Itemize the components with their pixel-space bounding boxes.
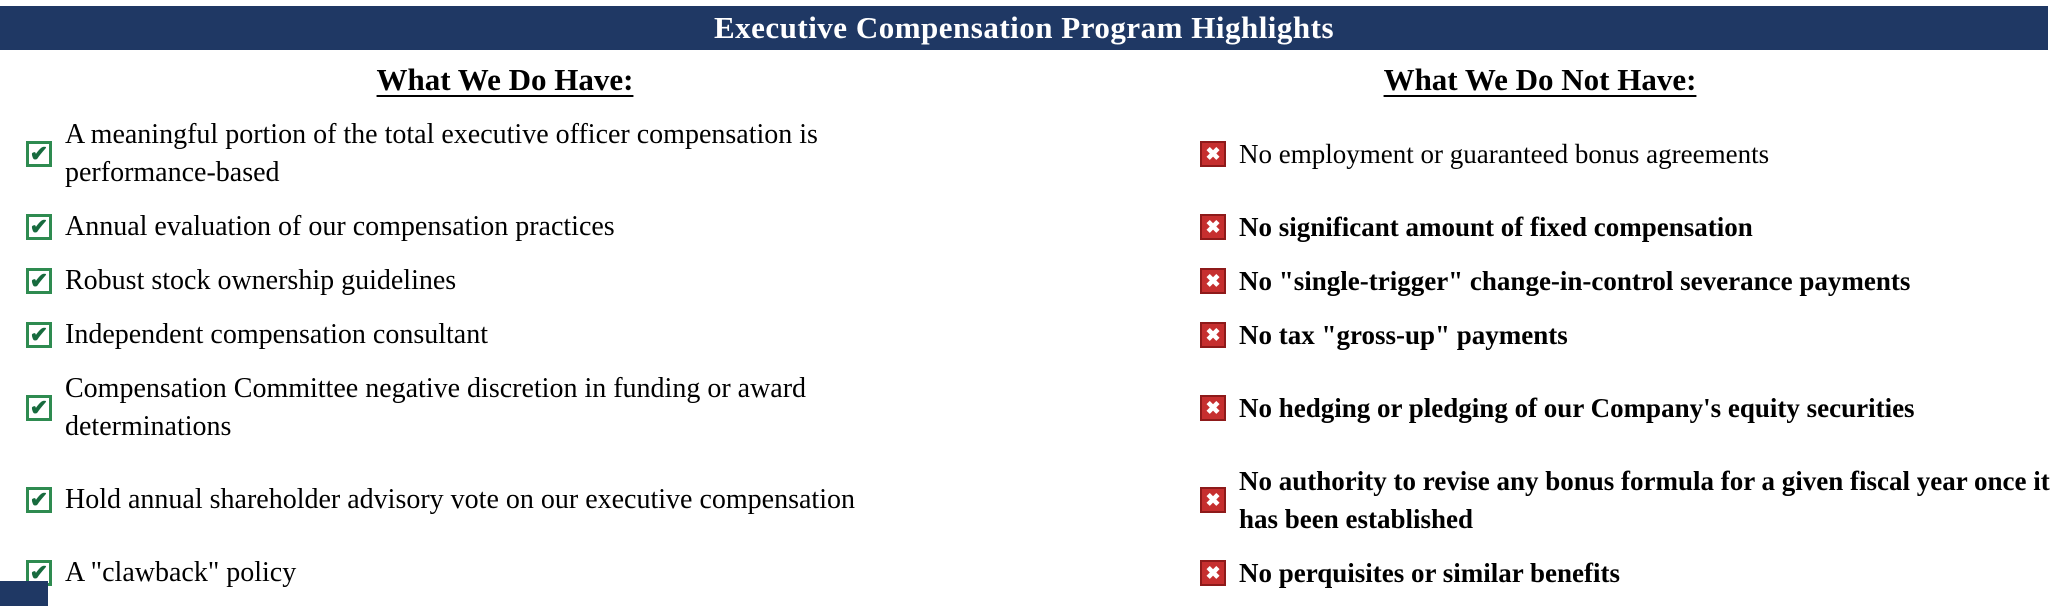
- item-text: No significant amount of fixed compensat…: [1239, 212, 1753, 242]
- not-have-item: ✖ No hedging or pledging of our Company's…: [1010, 370, 2070, 446]
- have-item: ✔ Compensation Committee negative discret…: [0, 370, 1010, 446]
- item-text: No employment or guaranteed bonus agreem…: [1239, 139, 1770, 169]
- not-have-item: ✖ No employment or guaranteed bonus agree…: [1010, 116, 2070, 192]
- item-text: A "clawback" policy: [65, 557, 297, 588]
- not-have-heading-label: What We Do Not Have:: [1383, 62, 1697, 97]
- red-x-icon: ✖: [1200, 395, 1226, 421]
- have-item: ✔ Hold annual shareholder advisory vote o…: [0, 462, 1010, 538]
- page-title: Executive Compensation Program Highlight…: [713, 10, 1335, 45]
- green-check-icon: ✔: [26, 214, 52, 240]
- item-text: No perquisites or similar benefits: [1239, 558, 1621, 588]
- not-have-item: ✖ No authority to revise any bonus formul…: [1010, 462, 2070, 538]
- item-text: Compensation Committee negative discreti…: [65, 373, 807, 442]
- item-text: No tax "gross-up" payments: [1239, 320, 1568, 350]
- have-item: ✔ A meaningful portion of the total execu…: [0, 116, 1010, 192]
- green-check-icon: ✔: [26, 322, 52, 348]
- item-text: No "single-trigger" change-in-control se…: [1239, 266, 1911, 296]
- have-item: ✔ Annual evaluation of our compensation p…: [0, 208, 1010, 246]
- have-item: ✔ Robust stock ownership guidelines: [0, 262, 1010, 300]
- green-check-icon: ✔: [26, 268, 52, 294]
- item-text: Independent compensation consultant: [65, 319, 488, 350]
- title-bar: Executive Compensation Program Highlight…: [0, 6, 2048, 50]
- not-have-item: ✖ No significant amount of fixed compensa…: [1010, 208, 2070, 246]
- not-have-heading: What We Do Not Have:: [1010, 62, 2070, 98]
- not-have-item: ✖ No perquisites or similar benefits: [1010, 554, 2070, 592]
- not-have-item: ✖ No tax "gross-up" payments: [1010, 316, 2070, 354]
- item-text: No authority to revise any bonus formula…: [1239, 466, 2050, 534]
- item-text: No hedging or pledging of our Company's …: [1239, 393, 1915, 423]
- have-item: ✔ Independent compensation consultant: [0, 316, 1010, 354]
- red-x-icon: ✖: [1200, 268, 1226, 294]
- have-heading: What We Do Have:: [0, 62, 1010, 98]
- item-text: Robust stock ownership guidelines: [65, 265, 457, 296]
- page: Executive Compensation Program Highlight…: [0, 6, 2070, 606]
- red-x-icon: ✖: [1200, 487, 1226, 513]
- bottom-left-partial-bar: [0, 581, 48, 606]
- item-text: A meaningful portion of the total execut…: [65, 119, 818, 188]
- red-x-icon: ✖: [1200, 560, 1226, 586]
- item-text: Annual evaluation of our compensation pr…: [65, 211, 615, 242]
- item-text: Hold annual shareholder advisory vote on…: [65, 484, 855, 515]
- red-x-icon: ✖: [1200, 214, 1226, 240]
- green-check-icon: ✔: [26, 487, 52, 513]
- column-headings: What We Do Have: What We Do Not Have:: [0, 62, 2070, 98]
- green-check-icon: ✔: [26, 395, 52, 421]
- green-check-icon: ✔: [26, 141, 52, 167]
- have-heading-label: What We Do Have:: [376, 62, 634, 97]
- red-x-icon: ✖: [1200, 141, 1226, 167]
- have-item: ✔ A "clawback" policy: [0, 554, 1010, 592]
- not-have-item: ✖ No "single-trigger" change-in-control s…: [1010, 262, 2070, 300]
- red-x-icon: ✖: [1200, 322, 1226, 348]
- content-grid: ✔ A meaningful portion of the total execu…: [0, 116, 2070, 592]
